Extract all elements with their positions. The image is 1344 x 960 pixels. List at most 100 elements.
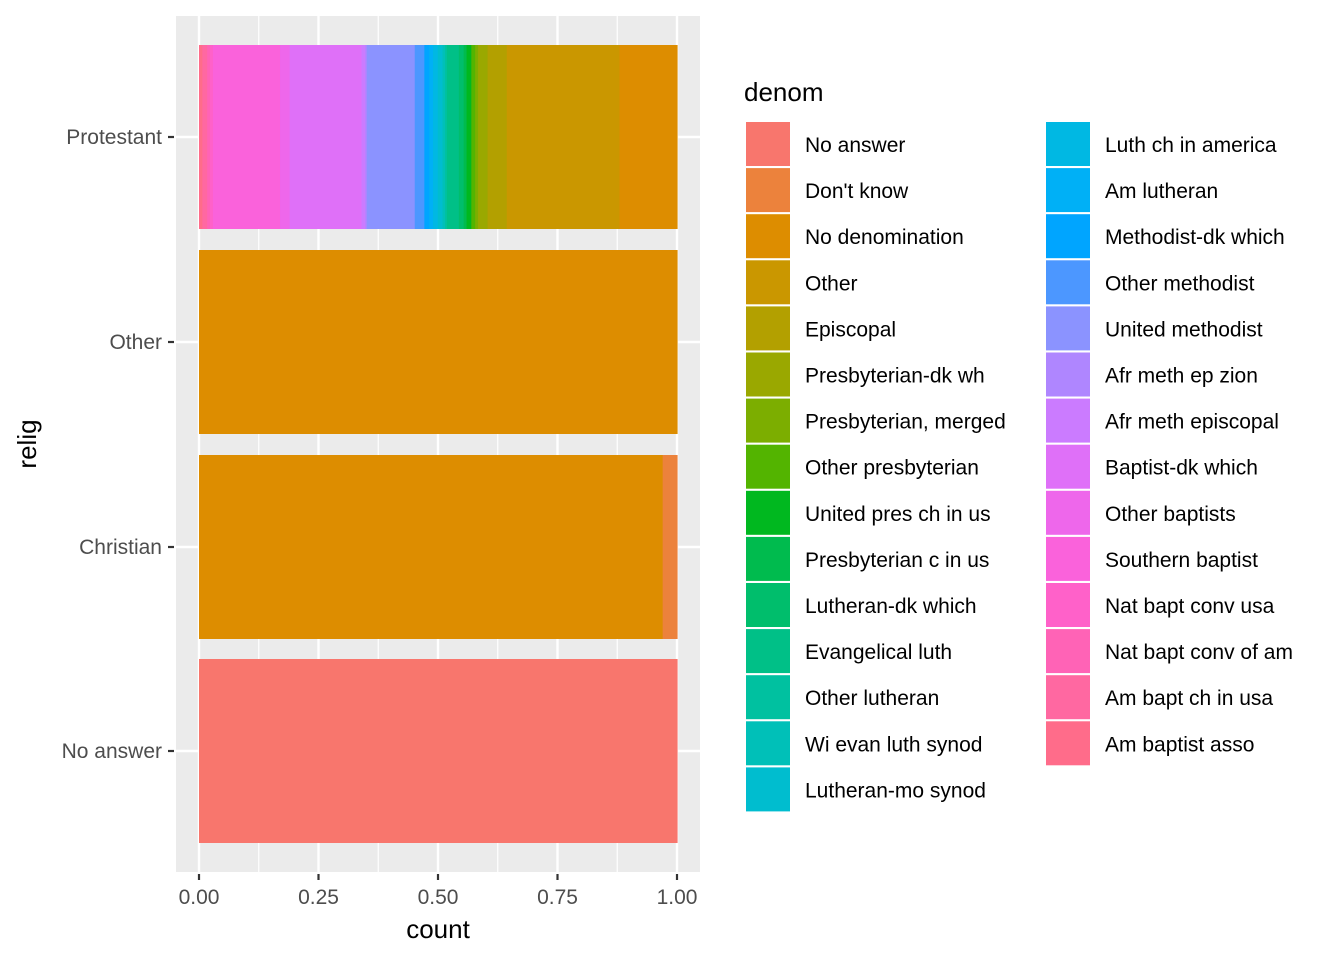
legend-label-am-baptist-asso: Am baptist asso bbox=[1105, 733, 1254, 756]
bar-segment-christian-don-t-know bbox=[662, 455, 678, 639]
legend-key-presbyterian-merged bbox=[746, 398, 790, 443]
legend-key-wi-evan-luth-synod bbox=[746, 721, 790, 766]
y-tick-label: Protestant bbox=[66, 126, 162, 149]
x-tick-label: 1.00 bbox=[657, 886, 698, 909]
bar-segment-protestant-afr-meth-episcopal bbox=[361, 45, 366, 229]
legend-label-other-baptists: Other baptists bbox=[1105, 503, 1236, 526]
legend-label-luth-ch-in-america: Luth ch in america bbox=[1105, 134, 1277, 157]
y-tick-label: Other bbox=[109, 331, 162, 354]
x-tick-label: 0.25 bbox=[298, 886, 339, 909]
legend-key-nat-bapt-conv-of-am bbox=[1046, 629, 1090, 674]
legend-label-wi-evan-luth-synod: Wi evan luth synod bbox=[805, 733, 982, 756]
legend-label-southern-baptist: Southern baptist bbox=[1105, 549, 1258, 572]
legend: denom No answer Don't know No denomination… bbox=[744, 77, 1293, 812]
legend-key-don-t-know bbox=[746, 168, 790, 213]
legend-label-no-denomination: No denomination bbox=[805, 226, 964, 249]
bar-segment-protestant-lutheran-dk-which bbox=[458, 45, 465, 229]
legend-key-presbyterian-dk-wh bbox=[746, 352, 790, 397]
legend-key-no-answer bbox=[746, 122, 790, 166]
legend-key-evangelical-luth bbox=[746, 629, 790, 674]
legend-key-methodist-dk-which bbox=[1046, 214, 1090, 259]
bar-segment-protestant-other bbox=[506, 45, 621, 229]
legend-key-united-pres-ch-in-us bbox=[746, 490, 790, 535]
legend-label-other: Other bbox=[805, 272, 858, 295]
legend-label-lutheran-mo-synod: Lutheran-mo synod bbox=[805, 779, 986, 802]
legend-label-baptist-dk-which: Baptist-dk which bbox=[1105, 457, 1258, 480]
bar-segment-protestant-baptist-dk-which bbox=[289, 45, 363, 229]
legend-label-afr-meth-episcopal: Afr meth episcopal bbox=[1105, 411, 1279, 434]
legend-key-baptist-dk-which bbox=[1046, 444, 1090, 489]
bar-segment-protestant-southern-baptist bbox=[212, 45, 281, 229]
bar-segment-no-answer-no-answer bbox=[199, 659, 678, 843]
legend-key-other-lutheran bbox=[746, 675, 790, 720]
y-tick-label: Christian bbox=[79, 536, 162, 559]
legend-key-united-methodist bbox=[1046, 306, 1090, 351]
legend-label-lutheran-dk-which: Lutheran-dk which bbox=[805, 595, 977, 618]
y-tick-label: No answer bbox=[62, 740, 162, 763]
bar-segment-christian-no-denomination bbox=[199, 455, 664, 639]
bar-segment-protestant-episcopal bbox=[487, 45, 508, 229]
legend-key-lutheran-mo-synod bbox=[746, 767, 790, 812]
y-axis: Protestant Other Christian No answer bbox=[62, 126, 174, 763]
legend-key-am-baptist-asso bbox=[1046, 721, 1090, 766]
bar-segment-protestant-other-lutheran bbox=[444, 45, 448, 229]
bar-segment-protestant-presbyterian-c-in-us bbox=[463, 45, 468, 229]
legend-label-don-t-know: Don't know bbox=[805, 180, 909, 203]
legend-label-episcopal: Episcopal bbox=[805, 318, 896, 341]
legend-key-no-denomination bbox=[746, 214, 790, 259]
bar-segment-protestant-other-presbyterian bbox=[471, 45, 476, 229]
bar-segment-protestant-wi-evan-luth-synod bbox=[442, 45, 446, 229]
legend-label-methodist-dk-which: Methodist-dk which bbox=[1105, 226, 1285, 249]
legend-key-afr-meth-episcopal bbox=[1046, 398, 1090, 443]
legend-key-am-lutheran bbox=[1046, 168, 1090, 213]
bars bbox=[199, 45, 678, 843]
bar-segment-protestant-afr-meth-ep-zion bbox=[365, 45, 368, 229]
bar-segment-protestant-evangelical-luth bbox=[446, 45, 460, 229]
legend-label-other-lutheran: Other lutheran bbox=[805, 687, 939, 710]
bar-segment-protestant-lutheran-mo-synod bbox=[437, 45, 444, 229]
bar-segment-protestant-am-baptist-asso bbox=[199, 45, 203, 229]
legend-key-southern-baptist bbox=[1046, 536, 1090, 581]
legend-label-nat-bapt-conv-usa: Nat bapt conv usa bbox=[1105, 595, 1275, 618]
legend-label-united-methodist: United methodist bbox=[1105, 318, 1263, 341]
legend-label-am-bapt-ch-in-usa: Am bapt ch in usa bbox=[1105, 687, 1273, 710]
legend-label-presbyterian-dk-wh: Presbyterian-dk wh bbox=[805, 365, 985, 388]
x-axis: 0.00 0.25 0.50 0.75 1.00 bbox=[179, 874, 698, 909]
legend-label-presbyterian-merged: Presbyterian, merged bbox=[805, 411, 1006, 434]
legend-label-am-lutheran: Am lutheran bbox=[1105, 180, 1218, 203]
bar-segment-protestant-presbyterian-dk-wh bbox=[478, 45, 489, 229]
bar-segment-other-no-denomination bbox=[199, 250, 678, 434]
bar-segment-protestant-luth-ch-in-america bbox=[432, 45, 439, 229]
bar-segment-protestant-united-methodist bbox=[366, 45, 416, 229]
bar-segment-protestant-nat-bapt-conv-usa bbox=[210, 45, 214, 229]
x-axis-title: count bbox=[406, 914, 470, 944]
legend-key-nat-bapt-conv-usa bbox=[1046, 583, 1090, 627]
x-tick-label: 0.00 bbox=[179, 886, 220, 909]
legend-key-episcopal bbox=[746, 306, 790, 351]
bar-segment-protestant-united-pres-ch-in-us bbox=[466, 45, 472, 229]
legend-key-other-presbyterian bbox=[746, 444, 790, 489]
legend-label-afr-meth-ep-zion: Afr meth ep zion bbox=[1105, 365, 1258, 388]
legend-key-presbyterian-c-in-us bbox=[746, 536, 790, 581]
bar-segment-protestant-methodist-dk-which bbox=[424, 45, 430, 229]
legend-label-other-presbyterian: Other presbyterian bbox=[805, 457, 979, 480]
legend-label-nat-bapt-conv-of-am: Nat bapt conv of am bbox=[1105, 641, 1293, 664]
bar-segment-protestant-am-bapt-ch-in-usa bbox=[202, 45, 208, 229]
legend-label-presbyterian-c-in-us: Presbyterian c in us bbox=[805, 549, 989, 572]
legend-key-luth-ch-in-america bbox=[1046, 122, 1090, 166]
legend-key-am-bapt-ch-in-usa bbox=[1046, 675, 1090, 720]
bar-segment-protestant-nat-bapt-conv-of-am bbox=[207, 45, 211, 229]
bar-segment-protestant-no-denomination bbox=[619, 45, 678, 229]
legend-key-other bbox=[746, 260, 790, 305]
legend-key-other-methodist bbox=[1046, 260, 1090, 305]
legend-label-evangelical-luth: Evangelical luth bbox=[805, 641, 952, 664]
bar-segment-protestant-other-baptists bbox=[280, 45, 291, 229]
legend-label-united-pres-ch-in-us: United pres ch in us bbox=[805, 503, 991, 526]
legend-label-no-answer: No answer bbox=[805, 134, 905, 157]
legend-key-other-baptists bbox=[1046, 490, 1090, 535]
legend-key-lutheran-dk-which bbox=[746, 583, 790, 627]
bar-segment-protestant-other-methodist bbox=[414, 45, 425, 229]
bar-segment-protestant-am-lutheran bbox=[429, 45, 434, 229]
legend-label-other-methodist: Other methodist bbox=[1105, 272, 1255, 295]
